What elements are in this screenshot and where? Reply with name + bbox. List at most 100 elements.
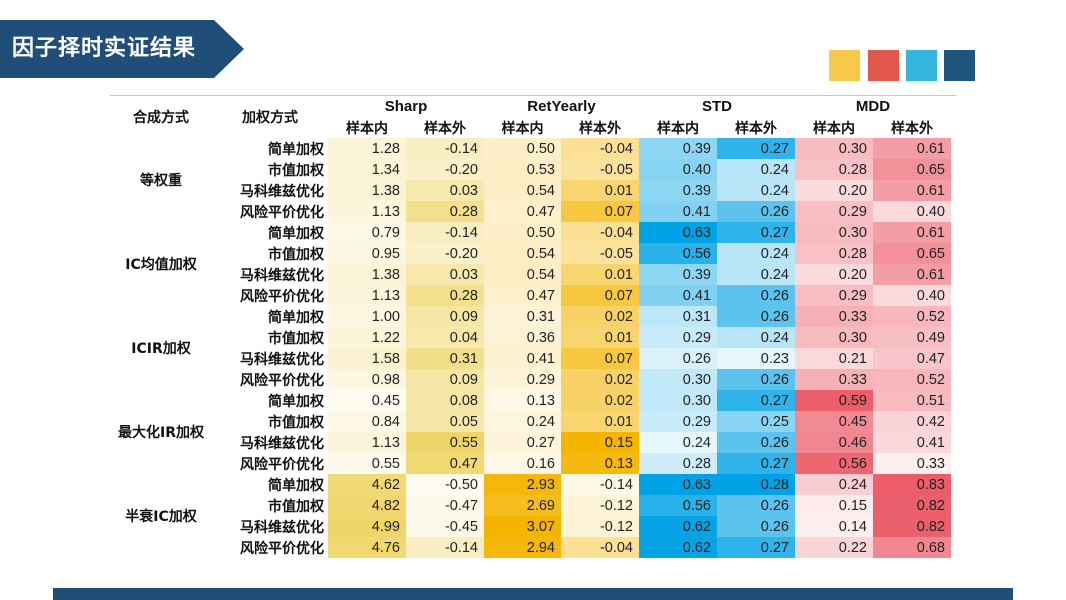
title-banner-shape [0, 20, 244, 78]
value-cell: 0.13 [484, 390, 561, 411]
header-in-sample: 样本内 [501, 120, 544, 137]
weight-method-label: 马科维兹优化 [240, 435, 324, 452]
value-cell: 0.33 [873, 453, 951, 474]
value-cell: -0.14 [406, 138, 484, 159]
decor-square-cyan [906, 50, 937, 81]
title-banner [0, 20, 244, 78]
value-cell: 0.63 [639, 474, 717, 495]
value-cell: -0.14 [406, 222, 484, 243]
group-label: ICIR加权 [131, 341, 191, 357]
value-cell: 0.20 [795, 264, 873, 285]
value-cell: 0.40 [639, 159, 717, 180]
header-in-sample: 样本内 [813, 120, 855, 137]
weight-method-label: 简单加权 [268, 141, 324, 158]
header-weight: 加权方式 [242, 110, 298, 126]
group-label: IC均值加权 [125, 257, 197, 273]
value-cell: 0.07 [561, 201, 639, 222]
value-cell: 0.29 [484, 369, 561, 390]
value-cell: 0.09 [406, 306, 484, 327]
value-cell: 0.41 [639, 201, 717, 222]
value-cell: 0.25 [717, 411, 795, 432]
weight-method-label: 风险平价优化 [240, 372, 324, 389]
value-cell: 0.01 [561, 264, 639, 285]
group-label: 等权重 [140, 173, 182, 189]
value-cell: 0.47 [484, 285, 561, 306]
header-in-sample: 样本内 [657, 120, 699, 137]
value-cell: 0.21 [795, 348, 873, 369]
value-cell: 0.26 [717, 306, 795, 327]
table-row: 风险平价优化 1.13 0.28 0.47 0.07 0.41 0.26 0.29 0.40 [110, 285, 951, 306]
decor-square-red [868, 50, 899, 81]
value-cell: 0.61 [873, 264, 951, 285]
value-cell: 0.41 [639, 285, 717, 306]
weight-method-label: 市值加权 [268, 330, 324, 347]
table-row: 最大化IR加权 简单加权 0.45 0.08 0.13 0.02 0.30 0.27 0.59 0… [110, 390, 951, 441]
weight-method-label: 马科维兹优化 [240, 267, 324, 284]
value-cell: 0.61 [873, 138, 951, 159]
footer-bar [53, 588, 1013, 600]
header-out-sample: 样本外 [424, 120, 466, 137]
value-cell: 0.83 [873, 474, 951, 495]
value-cell: 0.39 [639, 264, 717, 285]
table-row: 马科维兹优化 4.99 -0.45 3.07 -0.12 0.62 0.26 0.14 0.82 [110, 516, 951, 537]
table-row: 风险平价优化 4.76 -0.14 2.94 -0.04 0.62 0.27 0.22 0.68 [110, 537, 951, 558]
group-label: 最大化IR加权 [118, 425, 204, 441]
value-cell: 0.27 [484, 432, 561, 453]
value-cell: 0.26 [717, 285, 795, 306]
value-cell: 0.33 [795, 306, 873, 327]
value-cell: 1.38 [328, 264, 406, 285]
value-cell: 0.39 [639, 138, 717, 159]
value-cell: 0.23 [717, 348, 795, 369]
value-cell: 0.82 [873, 495, 951, 516]
value-cell: 0.24 [717, 264, 795, 285]
value-cell: 0.05 [406, 411, 484, 432]
value-cell: 0.50 [484, 222, 561, 243]
value-cell: 1.13 [328, 432, 406, 453]
value-cell: 0.01 [561, 180, 639, 201]
decor-square-navy [944, 50, 975, 81]
value-cell: 3.07 [484, 516, 561, 537]
value-cell: 0.26 [717, 516, 795, 537]
value-cell: -0.04 [561, 222, 639, 243]
value-cell: 0.26 [717, 201, 795, 222]
value-cell: -0.04 [561, 537, 639, 558]
table-row: 等权重 简单加权 1.28 -0.14 0.50 -0.04 0.39 0.27 0.30 0.6… [110, 138, 951, 189]
value-cell: 0.51 [873, 390, 951, 411]
value-cell: 0.24 [795, 474, 873, 495]
value-cell: 0.29 [795, 285, 873, 306]
value-cell: 0.01 [561, 327, 639, 348]
value-cell: -0.05 [561, 243, 639, 264]
value-cell: 0.31 [406, 348, 484, 369]
header-out-sample: 样本外 [891, 120, 933, 137]
value-cell: 0.40 [873, 201, 951, 222]
decor-square-yellow [829, 50, 860, 81]
value-cell: 0.30 [795, 222, 873, 243]
value-cell: 0.53 [484, 159, 561, 180]
table-top-rule [110, 95, 956, 96]
value-cell: 1.22 [328, 327, 406, 348]
value-cell: 4.99 [328, 516, 406, 537]
value-cell: 0.42 [873, 411, 951, 432]
value-cell: -0.45 [406, 516, 484, 537]
table-row: 半衰IC加权 简单加权 4.62 -0.50 2.93 -0.14 0.63 0.28 0.24… [110, 474, 951, 525]
value-cell: 2.93 [484, 474, 561, 495]
value-cell: 0.26 [717, 369, 795, 390]
value-cell: 0.07 [561, 285, 639, 306]
value-cell: 0.56 [795, 453, 873, 474]
group-label: 半衰IC加权 [125, 509, 197, 525]
weight-method-label: 风险平价优化 [240, 456, 324, 473]
value-cell: 0.29 [639, 327, 717, 348]
value-cell: 0.16 [484, 453, 561, 474]
value-cell: 0.29 [795, 201, 873, 222]
weight-method-label: 市值加权 [268, 162, 324, 179]
header-in-sample: 样本内 [346, 120, 388, 137]
value-cell: 1.00 [328, 306, 406, 327]
value-cell: 0.28 [795, 159, 873, 180]
table-row: 市值加权 0.84 0.05 0.24 0.01 0.29 0.25 0.45 0.42 [110, 411, 951, 432]
value-cell: 0.47 [873, 348, 951, 369]
value-cell: 0.08 [406, 390, 484, 411]
value-cell: 0.98 [328, 369, 406, 390]
value-cell: 0.41 [873, 432, 951, 453]
value-cell: 0.27 [717, 537, 795, 558]
value-cell: 0.27 [717, 138, 795, 159]
